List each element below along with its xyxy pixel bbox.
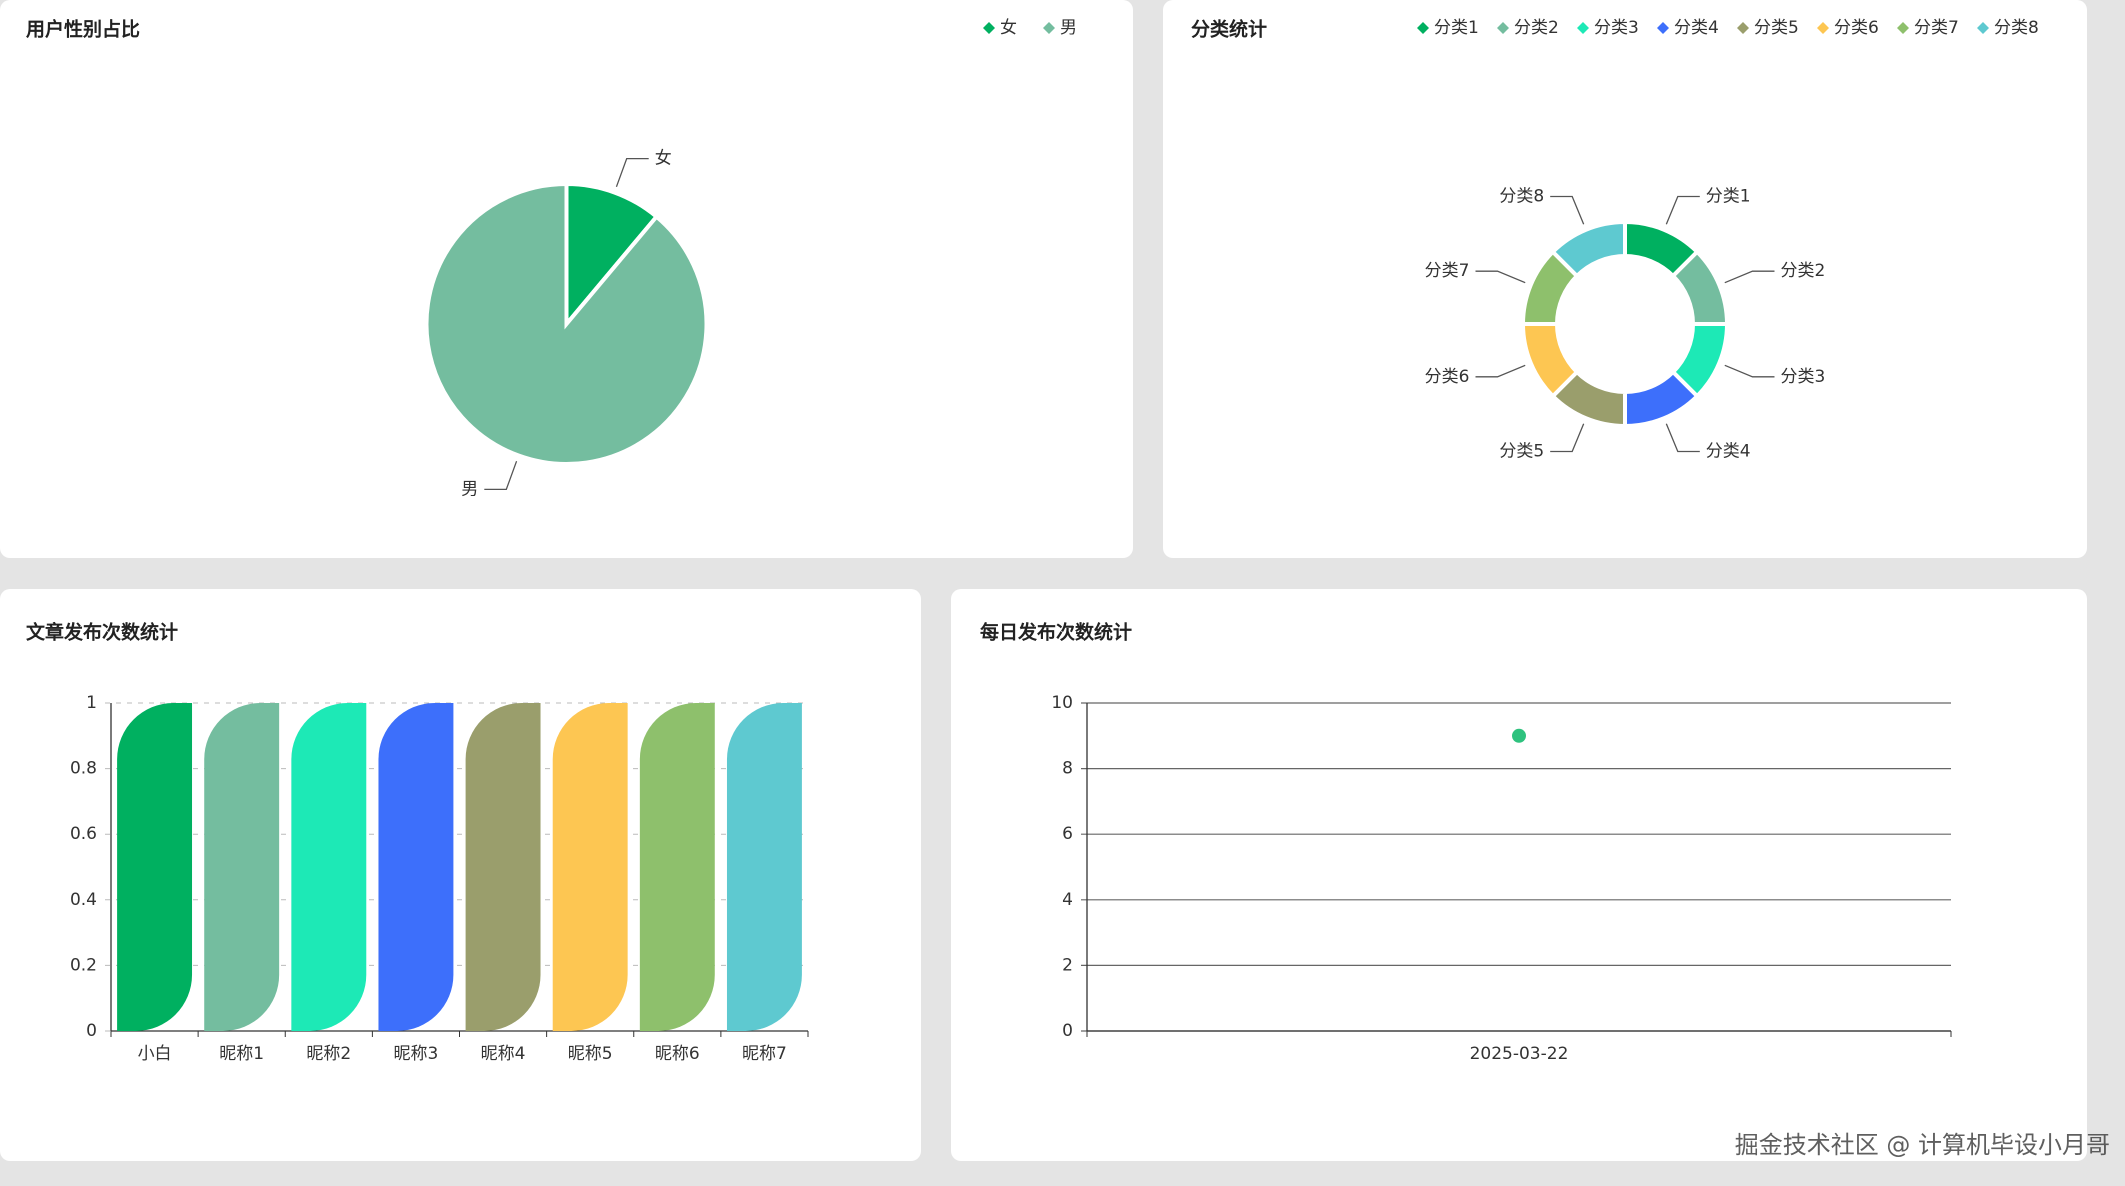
leader-line <box>1665 195 1700 225</box>
slice-label: 分类7 <box>1425 261 1470 281</box>
slice-label: 分类3 <box>1780 367 1825 387</box>
y-tick-label: 0 <box>1062 1021 1073 1041</box>
legend-label: 男 <box>1060 18 1077 38</box>
legend-marker <box>1897 22 1909 34</box>
slice-label: 分类4 <box>1706 441 1751 461</box>
leader-line <box>615 157 649 188</box>
leader-line <box>1550 195 1585 225</box>
y-tick-label: 0.6 <box>70 824 97 844</box>
bar <box>639 703 715 1031</box>
y-tick-label: 8 <box>1062 759 1073 779</box>
legend-marker <box>1657 22 1669 34</box>
bar <box>204 703 280 1031</box>
y-tick-label: 0 <box>86 1021 97 1041</box>
legend-marker <box>1417 22 1429 34</box>
leader-line <box>1724 364 1775 378</box>
legend-label: 分类6 <box>1834 18 1879 38</box>
y-tick-label: 1 <box>86 693 97 713</box>
x-tick-label: 昵称7 <box>742 1044 787 1064</box>
leader-line <box>1475 364 1526 378</box>
legend-label: 分类1 <box>1434 18 1479 38</box>
bar <box>117 703 193 1031</box>
x-tick-label: 昵称2 <box>306 1044 351 1064</box>
legend-label: 分类4 <box>1674 18 1719 38</box>
point <box>1512 728 1526 743</box>
y-tick-label: 0.8 <box>70 759 97 779</box>
x-tick-label: 昵称1 <box>219 1044 264 1064</box>
x-tick-label: 昵称6 <box>655 1044 700 1064</box>
x-tick-label: 昵称3 <box>394 1044 439 1064</box>
legend-marker <box>1817 22 1829 34</box>
panel <box>951 589 2087 1161</box>
legend-label: 分类2 <box>1514 18 1559 38</box>
chart-title: 分类统计 <box>1191 18 1267 41</box>
leader-line <box>1665 423 1700 453</box>
y-tick-label: 0.2 <box>70 955 97 975</box>
leader-line <box>1724 270 1775 284</box>
slice <box>424 181 709 466</box>
slice-label: 分类8 <box>1499 187 1544 207</box>
panel <box>1163 0 2087 558</box>
x-tick-label: 昵称4 <box>481 1044 526 1064</box>
legend-label: 分类7 <box>1914 18 1959 38</box>
slice-label: 分类5 <box>1499 441 1544 461</box>
y-tick-label: 0.4 <box>70 890 97 910</box>
slice <box>1550 219 1627 279</box>
legend-label: 分类8 <box>1994 18 2039 38</box>
x-tick-label: 2025-03-22 <box>1470 1044 1569 1064</box>
x-tick-label: 昵称5 <box>568 1044 613 1064</box>
legend-marker <box>1737 22 1749 34</box>
slice-label: 分类6 <box>1425 367 1470 387</box>
slice-label: 男 <box>461 479 478 499</box>
bar <box>378 703 454 1031</box>
slice <box>564 181 660 330</box>
legend-label: 分类5 <box>1754 18 1799 38</box>
bar <box>291 703 367 1031</box>
chart-title: 文章发布次数统计 <box>26 621 178 644</box>
legend-marker <box>1577 22 1589 34</box>
chart-title: 每日发布次数统计 <box>980 621 1132 644</box>
slice-label: 分类1 <box>1706 187 1751 207</box>
y-tick-label: 6 <box>1062 824 1073 844</box>
bar <box>726 703 802 1031</box>
legend-label: 分类3 <box>1594 18 1639 38</box>
leader-line <box>1550 423 1585 453</box>
x-tick-label: 小白 <box>138 1044 172 1064</box>
bar <box>552 703 628 1031</box>
leader-line <box>484 460 518 491</box>
y-tick-label: 10 <box>1051 693 1073 713</box>
legend-marker <box>1977 22 1989 34</box>
chart-title: 用户性别占比 <box>26 18 140 41</box>
legend-marker <box>1497 22 1509 34</box>
bar <box>465 703 541 1031</box>
slice-label: 分类2 <box>1780 261 1825 281</box>
watermark: 掘金技术社区 @ 计算机毕设小月哥 <box>1735 1131 2110 1159</box>
slice-label: 女 <box>655 149 672 169</box>
y-tick-label: 4 <box>1062 890 1073 910</box>
legend-label: 女 <box>1000 18 1017 38</box>
legend-marker <box>983 22 995 34</box>
leader-line <box>1475 270 1526 284</box>
y-tick-label: 2 <box>1062 955 1073 975</box>
legend-marker <box>1043 22 1055 34</box>
